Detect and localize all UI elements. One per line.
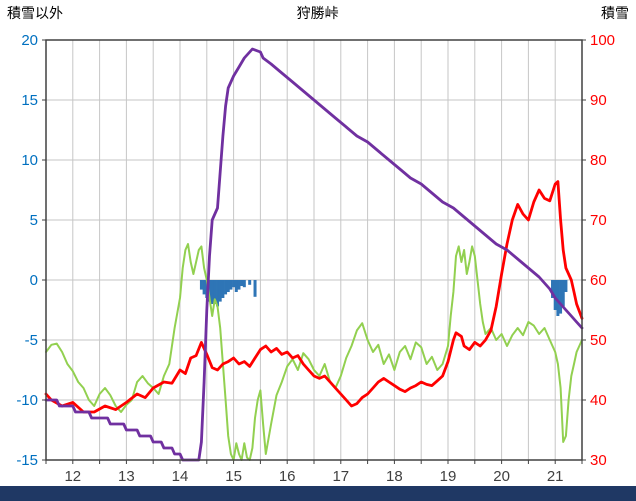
right-axis-tick-label: 90 (590, 92, 607, 109)
bars-blue-bar (253, 280, 257, 297)
bars-blue-bar (240, 280, 244, 286)
bars-blue-bar (229, 280, 233, 290)
bars-blue-bar (564, 280, 568, 292)
bars-blue-bar (221, 280, 225, 298)
bars-blue-bar (556, 280, 560, 316)
bars-blue-bar (237, 280, 241, 290)
right-axis-tick-label: 80 (590, 152, 607, 169)
left-axis-tick-label: -10 (16, 392, 38, 409)
bars-blue-bar (224, 280, 228, 295)
x-axis-tick-label: 12 (64, 468, 81, 485)
bars-blue-bar (202, 280, 206, 295)
bars-blue-bar (226, 280, 230, 292)
bars-blue-bar (559, 280, 563, 314)
x-axis-tick-label: 21 (547, 468, 564, 485)
series-red-line (44, 180, 584, 414)
x-axis-tick-label: 13 (118, 468, 135, 485)
plot-border (45, 39, 583, 461)
right-axis-title: 積雪 (601, 5, 629, 21)
bars-blue-bar (248, 280, 252, 285)
series-green-line (45, 243, 583, 461)
x-axis-tick-label: 16 (279, 468, 296, 485)
bars-blue-bar (242, 280, 246, 288)
left-axis-tick-label: 20 (21, 32, 38, 49)
bars-blue-bar (210, 280, 214, 304)
x-axis-tick-label: 15 (225, 468, 242, 485)
right-axis-tick-label: 50 (590, 332, 607, 349)
left-axis-tick-label: -5 (25, 332, 38, 349)
right-axis-tick-label: 40 (590, 392, 607, 409)
right-axis-tick-label: 30 (590, 452, 607, 469)
left-axis-tick-label: 15 (21, 92, 38, 109)
bars-blue-bar (213, 280, 217, 304)
x-axis-tick-label: 20 (493, 468, 510, 485)
x-axis-tick-label: 19 (440, 468, 457, 485)
chart-title: 狩勝峠 (296, 5, 339, 21)
x-axis-tick-label: 18 (386, 468, 403, 485)
bars-blue-bar (216, 280, 220, 307)
right-axis-tick-label: 100 (590, 32, 615, 49)
bars-blue-bar (207, 280, 211, 302)
bars-blue-bar (561, 280, 565, 307)
left-axis-tick-label: 5 (30, 212, 38, 229)
left-axis-tick-label: 0 (30, 272, 38, 289)
x-axis-tick-label: 14 (172, 468, 189, 485)
bottom-bar (0, 486, 636, 501)
right-axis-tick-label: 70 (590, 212, 607, 229)
left-axis-title: 積雪以外 (7, 5, 63, 21)
bars-blue-bar (234, 280, 238, 292)
bars-blue-bar (199, 280, 203, 290)
left-axis-tick-label: -15 (16, 452, 38, 469)
bars-blue-bar (232, 280, 236, 288)
left-axis-tick-label: 10 (21, 152, 38, 169)
bars-blue-bar (551, 280, 555, 298)
bars-blue-bar (553, 280, 557, 310)
right-axis-tick-label: 60 (590, 272, 607, 289)
bars-blue-bar (218, 280, 222, 302)
x-axis-tick-label: 17 (332, 468, 349, 485)
series-purple-line (44, 47, 584, 462)
